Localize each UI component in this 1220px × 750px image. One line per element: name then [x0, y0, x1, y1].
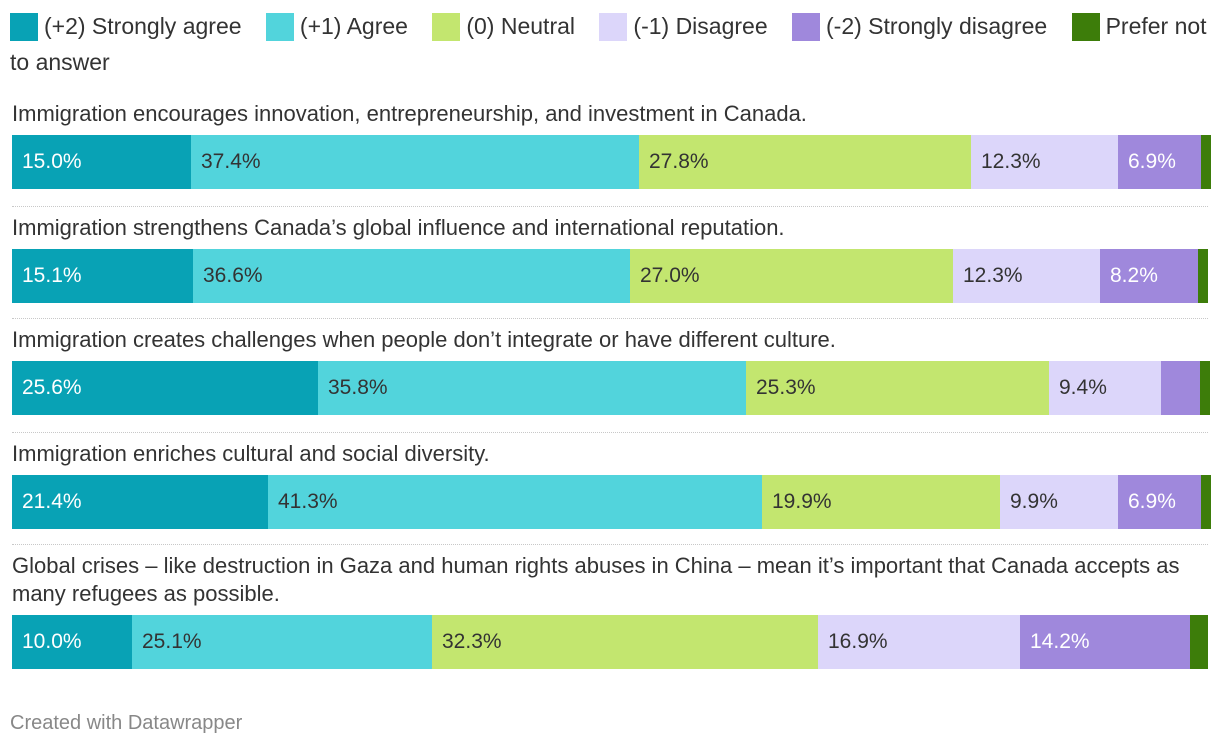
- value-label: 12.3%: [981, 150, 1041, 173]
- bar: 10.0% 25.1% 32.3% 16.9% 14.2%: [12, 615, 1208, 669]
- value-label: 25.1%: [142, 630, 202, 653]
- legend-item: (-1) Disagree: [599, 13, 768, 41]
- bar-segment: 9.4%: [1049, 361, 1161, 415]
- row-label: Global crises – like destruction in Gaza…: [12, 553, 1180, 606]
- bar-segment: 37.4%: [191, 135, 639, 189]
- bar-segment: 12.3%: [953, 249, 1100, 303]
- legend: (+2) Strongly agree (+1) Agree (0) Neutr…: [10, 8, 1210, 80]
- legend-label: (+1) Agree: [299, 13, 408, 39]
- row-separator: [12, 206, 1208, 207]
- legend-item: (+2) Strongly agree: [10, 13, 242, 41]
- value-label: 36.6%: [203, 264, 263, 287]
- bar-segment: 41.3%: [268, 475, 762, 529]
- bar-segment: [1198, 249, 1208, 303]
- value-label: 27.0%: [640, 264, 700, 287]
- bar-segment: [1201, 475, 1211, 529]
- bar-segment: 8.2%: [1100, 249, 1198, 303]
- bar-segment: 15.1%: [12, 249, 193, 303]
- row-label: Immigration enriches cultural and social…: [12, 441, 490, 466]
- bar-segment: 36.6%: [193, 249, 630, 303]
- bar-segment: 35.8%: [318, 361, 746, 415]
- bar-segment: 21.4%: [12, 475, 268, 529]
- chart-row: Global crises – like destruction in Gaza…: [12, 550, 1208, 669]
- legend-swatch: [432, 13, 461, 41]
- row-label: Immigration creates challenges when peop…: [12, 327, 836, 352]
- bar-segment: 6.9%: [1118, 475, 1201, 529]
- legend-label: (+2) Strongly agree: [44, 13, 242, 39]
- row-separator: [12, 432, 1208, 433]
- legend-label: Prefer not to answer: [10, 13, 1207, 75]
- bar: 25.6% 35.8% 25.3% 9.4%: [12, 361, 1210, 415]
- value-label: 32.3%: [442, 630, 502, 653]
- value-label: 19.9%: [772, 490, 832, 513]
- row-label: Immigration strengthens Canada’s global …: [12, 215, 785, 240]
- bar-segment: 15.0%: [12, 135, 191, 189]
- value-label: 14.2%: [1030, 630, 1090, 653]
- bar-segment: 14.2%: [1020, 615, 1190, 669]
- chart-row: Immigration creates challenges when peop…: [12, 324, 1210, 433]
- legend-swatch: [792, 13, 821, 41]
- bar-segment: 25.1%: [132, 615, 432, 669]
- bar-segment: [1161, 361, 1200, 415]
- value-label: 25.3%: [756, 376, 816, 399]
- bar-segment: 6.9%: [1118, 135, 1201, 189]
- bar-segment: 25.3%: [746, 361, 1049, 415]
- bar-segment: 9.9%: [1000, 475, 1118, 529]
- bar: 21.4% 41.3% 19.9% 9.9% 6.9%: [12, 475, 1211, 529]
- value-label: 21.4%: [22, 490, 82, 513]
- legend-item: (-2) Strongly disagree: [792, 13, 1048, 41]
- bar-segment: 19.9%: [762, 475, 1000, 529]
- value-label: 16.9%: [828, 630, 888, 653]
- bar-segment: [1190, 615, 1208, 669]
- value-label: 9.4%: [1059, 376, 1107, 399]
- bar-segment: 12.3%: [971, 135, 1118, 189]
- row-label: Immigration encourages innovation, entre…: [12, 101, 807, 126]
- row-separator: [12, 318, 1208, 319]
- value-label: 27.8%: [649, 150, 709, 173]
- value-label: 25.6%: [22, 376, 82, 399]
- legend-item: (+1) Agree: [265, 13, 408, 41]
- value-label: 6.9%: [1128, 490, 1176, 513]
- bar-segment: 16.9%: [818, 615, 1020, 669]
- value-label: 37.4%: [201, 150, 261, 173]
- value-label: 12.3%: [963, 264, 1023, 287]
- bar: 15.1% 36.6% 27.0% 12.3% 8.2%: [12, 249, 1208, 303]
- chart-row: Immigration enriches cultural and social…: [12, 438, 1211, 545]
- legend-swatch: [265, 13, 294, 41]
- value-label: 8.2%: [1110, 264, 1158, 287]
- bar-segment: 10.0%: [12, 615, 132, 669]
- value-label: 15.1%: [22, 264, 82, 287]
- bar: 15.0% 37.4% 27.8% 12.3% 6.9%: [12, 135, 1211, 189]
- bar-segment: 27.0%: [630, 249, 953, 303]
- legend-item: Prefer not to answer: [10, 13, 1207, 75]
- legend-item: (0) Neutral: [432, 13, 576, 41]
- bar-segment: 25.6%: [12, 361, 318, 415]
- value-label: 15.0%: [22, 150, 82, 173]
- row-separator: [12, 544, 1208, 545]
- value-label: 41.3%: [278, 490, 338, 513]
- value-label: 6.9%: [1128, 150, 1176, 173]
- bar-segment: 27.8%: [639, 135, 971, 189]
- value-label: 10.0%: [22, 630, 82, 653]
- legend-swatch: [599, 13, 628, 41]
- chart-row: Immigration encourages innovation, entre…: [12, 98, 1211, 207]
- legend-label: (-1) Disagree: [633, 13, 768, 39]
- legend-swatch: [10, 13, 38, 41]
- legend-swatch: [1071, 13, 1100, 41]
- chart-row: Immigration strengthens Canada’s global …: [12, 212, 1208, 319]
- bar-segment: [1201, 135, 1211, 189]
- value-label: 9.9%: [1010, 490, 1058, 513]
- bar-segment: 32.3%: [432, 615, 818, 669]
- bar-segment: [1200, 361, 1210, 415]
- legend-label: (-2) Strongly disagree: [826, 13, 1048, 39]
- credit-footer: Created with Datawrapper: [10, 712, 243, 734]
- legend-label: (0) Neutral: [466, 13, 576, 39]
- value-label: 35.8%: [328, 376, 388, 399]
